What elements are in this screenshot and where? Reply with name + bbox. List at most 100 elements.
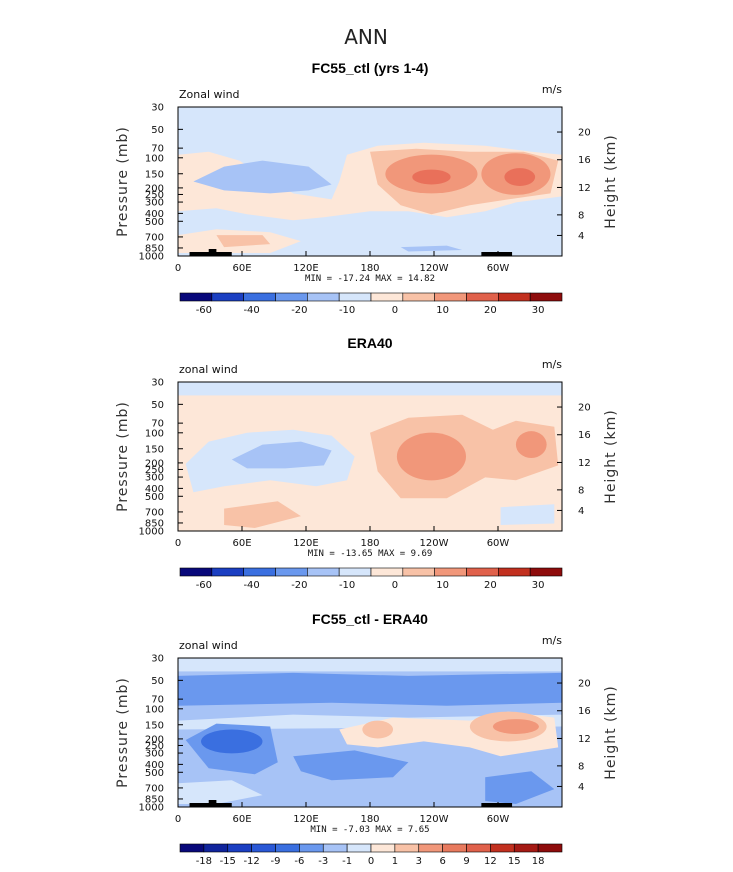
- colorbar-label: -20: [291, 580, 307, 591]
- x-tick-label: 60E: [232, 263, 251, 274]
- colorbar-swatch: [211, 292, 244, 302]
- contour-fill: [178, 107, 562, 256]
- y-tick-label: 30: [151, 103, 164, 114]
- y-tick-label: 250: [145, 741, 164, 752]
- x-tick-label: 120E: [293, 814, 318, 825]
- colorbar-swatch: [275, 843, 300, 853]
- y-tick-label: 250: [145, 465, 164, 476]
- colorbar-swatch: [434, 292, 467, 302]
- y2-tick-label: 12: [578, 734, 591, 745]
- y-tick-label: 500: [145, 768, 164, 779]
- pos-max-east: [492, 719, 539, 734]
- colorbar-swatch: [179, 292, 213, 302]
- colorbar-swatch: [227, 843, 252, 853]
- min-max-stats: MIN = -17.24 MAX = 14.82: [305, 274, 435, 284]
- jet-max-east: [504, 168, 536, 186]
- terrain-south-america: [481, 252, 513, 256]
- jet-core-east: [515, 431, 547, 458]
- min-max-stats: MIN = -7.03 MAX = 7.65: [310, 825, 429, 835]
- colorbar-swatch: [179, 567, 213, 577]
- y2-tick-label: 8: [578, 485, 584, 496]
- y-tick-label: 400: [145, 760, 164, 771]
- x-tick-label: 120E: [293, 263, 318, 274]
- colorbar-label: 18: [532, 856, 545, 867]
- y2-axis-title: Height (km): [603, 685, 619, 779]
- y-tick-label: 200: [145, 183, 164, 194]
- y2-axis-title: Height (km): [603, 409, 619, 503]
- colorbar-swatch: [322, 843, 348, 853]
- colorbar-label: -15: [220, 856, 236, 867]
- colorbar-swatch: [370, 567, 404, 577]
- terrain-africa: [189, 803, 232, 807]
- colorbar-label: -40: [243, 305, 259, 316]
- x-tick-label: 120W: [420, 263, 449, 274]
- colorbar-label: 12: [484, 856, 497, 867]
- variable-label: zonal wind: [179, 363, 238, 376]
- y-tick-label: 850: [145, 243, 164, 254]
- colorbar-swatch: [498, 292, 531, 302]
- low-level-easterly: [400, 245, 463, 252]
- colorbar-label: -40: [243, 580, 259, 591]
- y2-tick-label: 20: [578, 128, 591, 139]
- colorbar-swatch: [394, 843, 420, 853]
- panel-title: ERA40: [347, 335, 392, 351]
- jet-core-west: [396, 432, 466, 481]
- stratosphere-band: [178, 382, 562, 396]
- colorbar-label: -20: [291, 305, 307, 316]
- colorbar-swatch: [418, 843, 443, 853]
- colorbar-label: -3: [318, 856, 328, 867]
- low-level-warm-core: [216, 235, 271, 248]
- y-tick-label: 100: [145, 153, 164, 164]
- y-tick-label: 400: [145, 484, 164, 495]
- colorbar-label: -10: [339, 305, 355, 316]
- colorbar-label: -10: [339, 580, 355, 591]
- y2-tick-label: 12: [578, 183, 591, 194]
- low-level-warm: [224, 501, 301, 528]
- colorbar: -60 -40 -20 -10 0 10 20 30: [179, 292, 563, 316]
- y2-tick-label: 16: [578, 430, 591, 441]
- y-tick-label: 150: [145, 169, 164, 180]
- colorbar-swatch: [402, 567, 435, 577]
- y-tick-label: 150: [145, 720, 164, 731]
- y-tick-label: 300: [145, 198, 164, 209]
- colorbar-swatch: [370, 292, 404, 302]
- y-tick-label: 700: [145, 232, 164, 243]
- colorbar-label: 20: [484, 580, 497, 591]
- y2-tick-label: 20: [578, 679, 591, 690]
- y-tick-label: 200: [145, 458, 164, 469]
- x-tick-label: 180: [360, 263, 379, 274]
- y-tick-label: 850: [145, 518, 164, 529]
- y-axis-title: Pressure (mb): [115, 677, 131, 788]
- y-tick-label: 200: [145, 734, 164, 745]
- colorbar-swatch: [243, 292, 276, 302]
- colorbar-label: -60: [196, 580, 212, 591]
- pos-core-central: [362, 720, 394, 739]
- jet-max-west: [412, 169, 451, 185]
- terrain-peak: [208, 800, 217, 804]
- colorbar-swatch: [203, 843, 229, 853]
- y-tick-label: 300: [145, 749, 164, 760]
- easterly-region: [193, 160, 332, 194]
- colorbar-label: 3: [416, 856, 422, 867]
- x-tick-label: 120E: [293, 538, 318, 549]
- colorbar: -60 -40 -20 -10 0 10 20 30: [179, 567, 563, 591]
- colorbar-swatch: [466, 567, 499, 577]
- y-tick-label: 30: [151, 654, 164, 665]
- contour-fill: [178, 658, 562, 807]
- min-max-stats: MIN = -13.65 MAX = 9.69: [308, 549, 433, 559]
- colorbar-swatch: [211, 567, 244, 577]
- y-tick-label: 500: [145, 492, 164, 503]
- colorbar-swatch: [490, 843, 515, 853]
- colorbar-label: 0: [392, 580, 398, 591]
- y-tick-label: 30: [151, 378, 164, 389]
- y-tick-label: 70: [151, 419, 164, 430]
- colorbar-label: -1: [342, 856, 352, 867]
- units-label: m/s: [542, 83, 562, 96]
- colorbar-swatch: [275, 567, 308, 577]
- colorbar-swatch: [243, 567, 276, 577]
- y-tick-label: 70: [151, 144, 164, 155]
- top-band: [178, 658, 562, 672]
